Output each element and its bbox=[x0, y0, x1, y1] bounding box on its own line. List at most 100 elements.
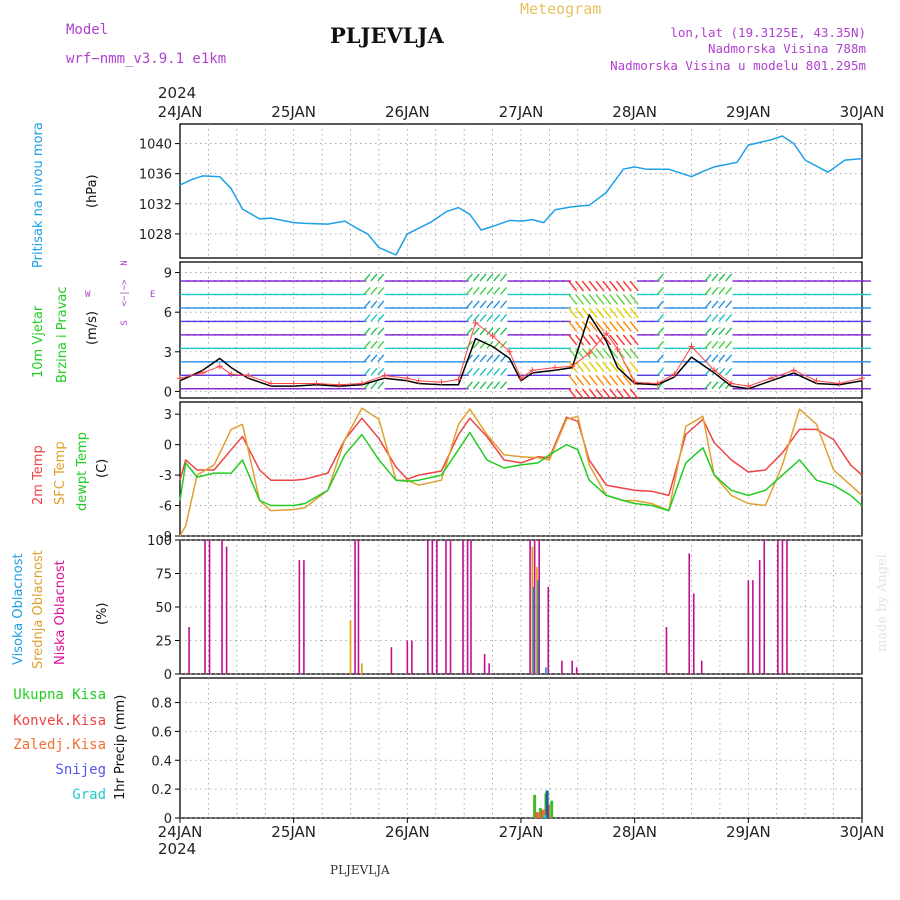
wind-arrow bbox=[629, 334, 639, 346]
gust-marker bbox=[455, 376, 462, 383]
low_cloud-bar bbox=[411, 640, 413, 674]
wind-arrow bbox=[575, 280, 585, 292]
wind-arrow bbox=[609, 334, 619, 346]
wind-arrow bbox=[472, 287, 480, 295]
wind-arrow bbox=[718, 313, 726, 322]
pressure-ytick-label: 1036 bbox=[139, 168, 172, 183]
wind-label-1: 10m Vjetar bbox=[31, 305, 46, 378]
precip-label-4: Snijeg bbox=[55, 762, 106, 778]
wind-arrow bbox=[377, 340, 385, 349]
cloud-ytick-label: 50 bbox=[155, 601, 172, 616]
wind-arrow bbox=[629, 320, 639, 332]
wind-arrow bbox=[622, 374, 632, 386]
wind-arrow bbox=[575, 307, 585, 319]
wind-arrow bbox=[711, 313, 719, 322]
wind-arrow bbox=[363, 367, 371, 376]
wind-arrow bbox=[370, 300, 378, 309]
wind-arrow bbox=[609, 294, 619, 305]
wind-arrow bbox=[465, 381, 473, 390]
precip-ytick-label: 0.6 bbox=[151, 725, 172, 740]
cloud-ytick-label: 75 bbox=[155, 568, 172, 583]
xtick-bottom-label: 29JAN bbox=[726, 823, 771, 841]
wind-arrow bbox=[500, 327, 508, 336]
precip-label-1: Ukupna Kisa bbox=[13, 687, 106, 703]
low_cloud-bar bbox=[445, 540, 447, 674]
low_cloud-bar bbox=[406, 640, 409, 674]
temperature-ytick-label: 3 bbox=[164, 408, 172, 423]
wind-arrow bbox=[479, 300, 487, 309]
gust-marker bbox=[381, 372, 388, 379]
compass-e: E bbox=[150, 290, 155, 300]
wind-arrow bbox=[595, 294, 605, 305]
pressure-line bbox=[179, 135, 863, 256]
wind-arrow bbox=[725, 300, 733, 309]
gust-marker bbox=[790, 367, 797, 374]
wind-arrow bbox=[629, 388, 639, 400]
wind-arrow bbox=[656, 340, 664, 349]
wind-arrow bbox=[711, 381, 719, 390]
wind-unit: (m/s) bbox=[85, 311, 100, 345]
wind-arrow bbox=[581, 320, 591, 332]
wind-arrow bbox=[588, 347, 598, 359]
gust-marker bbox=[489, 332, 496, 339]
low_cloud-bar bbox=[221, 540, 223, 674]
wind-arrow bbox=[704, 340, 712, 349]
low_cloud-bar bbox=[357, 540, 360, 674]
meteogram-label: Meteogram bbox=[520, 0, 601, 18]
wind-arrow bbox=[629, 294, 639, 305]
gust-marker bbox=[603, 330, 610, 337]
low_cloud-bar bbox=[431, 540, 434, 674]
high_cloud-bar bbox=[537, 580, 539, 674]
cloud-panel: 0 25 50 75 100 bbox=[147, 534, 863, 683]
wind-arrow bbox=[588, 320, 598, 332]
xtick-bottom-label: 24JAN bbox=[158, 823, 203, 841]
wind-arrow bbox=[595, 388, 605, 400]
year-top-label: 2024 bbox=[158, 84, 196, 102]
wind-arrow bbox=[629, 307, 639, 319]
wind-arrow bbox=[629, 361, 639, 373]
wind-arrow bbox=[609, 388, 619, 400]
wind-arrow bbox=[370, 340, 378, 349]
wind-arrow bbox=[595, 320, 605, 332]
wind-arrow bbox=[615, 280, 626, 292]
precip-panel: 0 0.2 0.4 0.6 0.8 bbox=[151, 677, 863, 827]
wind-arrow bbox=[609, 280, 619, 292]
low_cloud-bar bbox=[188, 627, 190, 674]
cloud-label-2: Srednja Oblacnost bbox=[31, 550, 46, 669]
compass-w: W bbox=[85, 290, 91, 300]
gust-marker bbox=[768, 375, 775, 382]
total-bar bbox=[538, 807, 542, 818]
low_cloud-bar bbox=[692, 593, 695, 674]
wind-arrow bbox=[500, 367, 508, 376]
wind-arrow bbox=[656, 313, 664, 322]
xtick-top-label: 29JAN bbox=[726, 103, 771, 121]
wind-arrow bbox=[725, 287, 733, 295]
wind-arrow bbox=[472, 381, 480, 390]
xtick-bottom-label: 30JAN bbox=[840, 823, 885, 841]
low_cloud-bar bbox=[533, 540, 536, 674]
gust-marker bbox=[586, 350, 593, 357]
wind-arrow bbox=[465, 287, 473, 295]
wind-arrow bbox=[725, 354, 733, 363]
wind-arrow bbox=[704, 381, 712, 390]
wind-arrow bbox=[581, 374, 591, 386]
wind-arrow bbox=[493, 327, 501, 336]
low_cloud-bar bbox=[777, 540, 779, 674]
low_cloud-bar bbox=[763, 540, 766, 674]
wind-arrow bbox=[479, 273, 487, 282]
temp-label-2: SFC Temp bbox=[53, 441, 68, 505]
mid_cloud-bar bbox=[349, 620, 352, 674]
wind-arrow bbox=[622, 320, 632, 332]
wind-arrow bbox=[622, 334, 632, 346]
wind-arrow bbox=[472, 354, 480, 363]
temp-label-3: dewpt Temp bbox=[75, 432, 90, 511]
low_cloud-bar bbox=[529, 540, 531, 674]
wind-arrow bbox=[370, 354, 378, 363]
gust-marker bbox=[228, 371, 235, 378]
wind-arrow bbox=[588, 280, 598, 292]
wind-arrow bbox=[725, 367, 733, 376]
low_cloud-bar bbox=[538, 540, 540, 674]
low_cloud-bar bbox=[426, 540, 429, 674]
wind-arrow bbox=[711, 340, 719, 349]
wind-arrow bbox=[465, 313, 473, 322]
